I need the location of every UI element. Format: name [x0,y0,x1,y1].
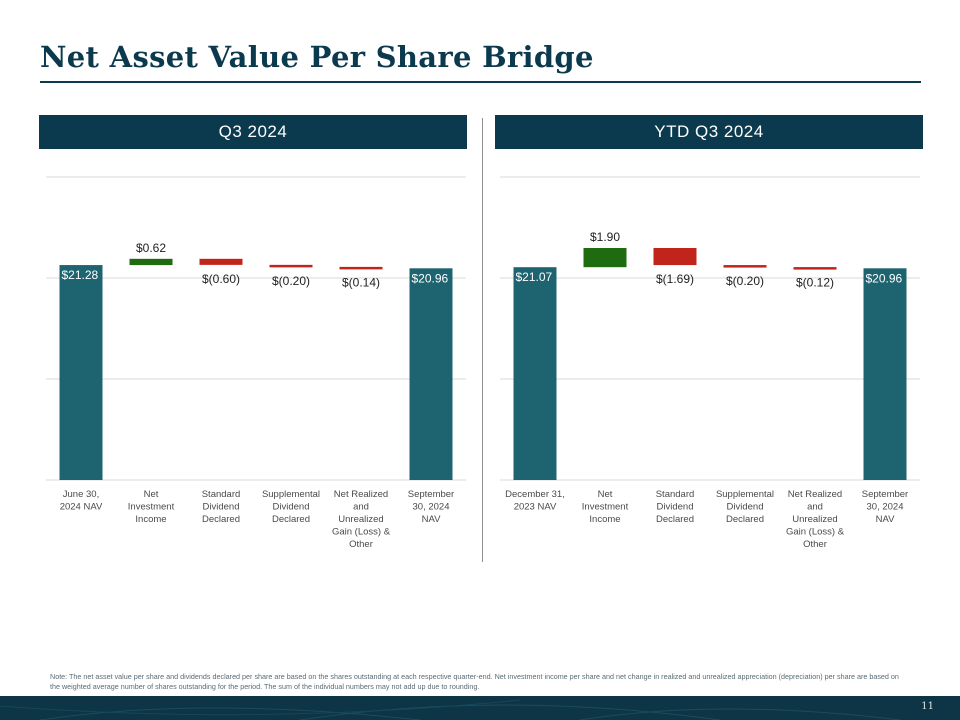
footer-bar: 11 [0,696,960,720]
category-label: Standard Dividend Declared [202,489,241,525]
ytd-q3-2024-header: YTD Q3 2024 [495,115,923,149]
footer-pattern [0,699,901,720]
page-title: Net Asset Value Per Share Bridge [40,40,594,74]
category-label: September 30, 2024 NAV [862,489,908,525]
data-label: $(0.60) [202,272,240,286]
category-label: Standard Dividend Declared [656,489,695,525]
bar-decrease [339,266,383,270]
data-label: $(0.12) [796,275,834,289]
data-label: $20.96 [412,271,449,285]
data-label: $(0.20) [272,274,310,288]
category-label: Supplemental Dividend Declared [716,489,774,525]
q3-2024-waterfall-chart: $21.28 June 30, 2024 NAV $0.62 Net Investment… [46,176,466,550]
data-label: $(0.20) [726,274,764,288]
bar-increase [583,248,627,268]
data-label: $20.96 [866,271,903,285]
bar-decrease [793,267,837,270]
data-label: $1.90 [590,230,620,244]
bar-total [513,267,557,480]
bar-decrease [723,265,767,268]
category-label: June 30, 2024 NAV [60,489,103,513]
bar-decrease [653,248,697,266]
page-number: 11 [921,701,934,712]
data-label: $(0.14) [342,275,380,289]
category-label: Supplemental Dividend Declared [262,489,320,525]
ytd-q3-2024-waterfall-chart: $21.07 December 31, 2023 NAV $1.90 Net Invest… [500,176,920,550]
q3-2024-header: Q3 2024 [39,115,467,149]
data-label: $21.07 [516,270,553,284]
title-rule [40,81,921,83]
category-label: September 30, 2024 NAV [408,489,454,525]
data-label: $(1.69) [656,272,694,286]
data-label: $0.62 [136,241,166,255]
bar-total [59,265,103,480]
category-label: Net Realized and Unrealized Gain (Loss) & Ot… [786,489,845,550]
category-label: December 31, 2023 NAV [505,489,565,513]
category-label: Net Investment Income [582,489,629,525]
bar-total [409,268,453,480]
data-label: $21.28 [62,268,99,282]
bar-increase [129,258,173,266]
bar-decrease [269,264,313,268]
category-label: Net Realized and Unrealized Gain (Loss) & Ot… [332,489,391,550]
footnote: Note: The net asset value per share and … [50,672,899,691]
bar-total [863,268,907,480]
bar-decrease [199,258,243,265]
category-label: Net Investment Income [128,489,175,525]
panel-divider [482,118,483,562]
